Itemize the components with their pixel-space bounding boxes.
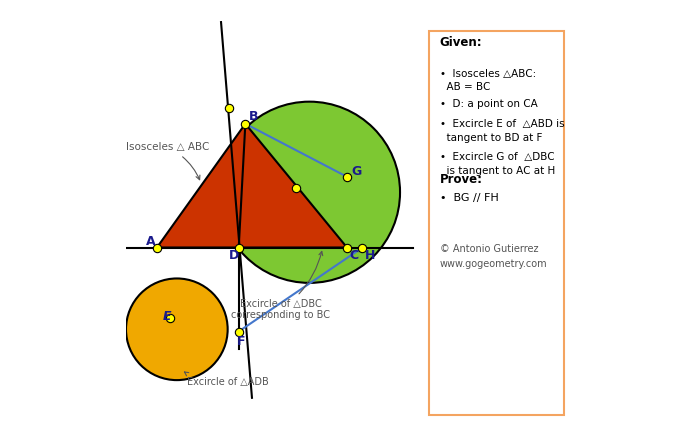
Text: D: D (229, 248, 239, 262)
Text: •  Excircle G of  △DBC
  is tangent to AC at H: • Excircle G of △DBC is tangent to AC at… (440, 152, 555, 175)
Text: A: A (146, 235, 155, 248)
Text: Excircle of △ADB: Excircle of △ADB (185, 372, 269, 387)
FancyBboxPatch shape (429, 31, 564, 415)
Circle shape (126, 278, 228, 380)
Text: www.gogeometry.com: www.gogeometry.com (440, 259, 548, 270)
Text: E: E (162, 310, 171, 324)
Text: •  Excircle E of  △ABD is
  tangent to BD at F: • Excircle E of △ABD is tangent to BD at… (440, 119, 564, 142)
Polygon shape (157, 124, 347, 248)
Text: Excircle of △DBC
corresponding to BC: Excircle of △DBC corresponding to BC (231, 251, 330, 320)
Text: Given:: Given: (440, 36, 482, 50)
Text: F: F (237, 335, 245, 348)
Text: B: B (249, 110, 258, 123)
Text: H: H (364, 248, 375, 262)
Text: Isosceles △ ABC: Isosceles △ ABC (126, 142, 210, 180)
Text: Prove:: Prove: (440, 173, 483, 187)
Text: G: G (351, 164, 362, 178)
Text: •  BG ∕∕ FH: • BG ∕∕ FH (440, 193, 498, 203)
Text: © Antonio Gutierrez: © Antonio Gutierrez (440, 244, 539, 254)
Text: •  Isosceles △ABC:
  AB = BC: • Isosceles △ABC: AB = BC (440, 69, 536, 91)
Text: C: C (349, 248, 358, 262)
Text: •  D: a point on CA: • D: a point on CA (440, 99, 538, 110)
Circle shape (219, 102, 400, 283)
